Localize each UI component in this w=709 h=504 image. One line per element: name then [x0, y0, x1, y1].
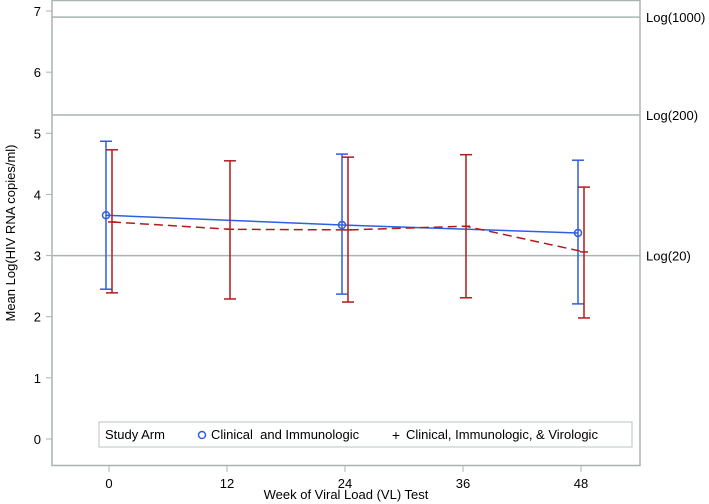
- y-tick-label: 4: [34, 187, 41, 202]
- x-tick-label: 0: [105, 476, 112, 491]
- y-tick-label: 3: [34, 249, 41, 264]
- y-axis-label: Mean Log(HIV RNA copies/ml): [3, 144, 18, 321]
- y-tick-label: 5: [34, 126, 41, 141]
- reference-line-label: Log(1000): [646, 10, 705, 25]
- x-axis-label: Week of Viral Load (VL) Test: [264, 487, 429, 502]
- legend-label-series-1: Clinical and Immunologic: [211, 427, 360, 442]
- legend-label-series-2: Clinical, Immunologic, & Virologic: [406, 427, 598, 442]
- y-tick-label: 2: [34, 310, 41, 325]
- data-point-circle: [101, 210, 111, 220]
- data-point-circle: [337, 220, 347, 230]
- y-axis: 0 1 2 3 4 5 6 7: [34, 4, 52, 447]
- series-line-2: [111, 221, 585, 253]
- series-group: [100, 140, 590, 319]
- x-tick-label: 48: [574, 476, 588, 491]
- reference-line-label: Log(20): [646, 249, 691, 264]
- x-tick-label: 36: [456, 476, 470, 491]
- plot-frame: [51, 0, 641, 467]
- y-tick-label: 7: [34, 4, 41, 19]
- data-point-circle: [573, 228, 583, 238]
- legend: Study Arm Clinical and Immunologic + Cli…: [98, 421, 633, 448]
- y-tick-label: 1: [34, 371, 41, 386]
- legend-marker-circle: [197, 430, 207, 440]
- y-tick-label: 6: [34, 65, 41, 80]
- x-axis: 0 12 24 36 48: [105, 466, 588, 491]
- legend-marker-plus: +: [392, 427, 400, 443]
- x-tick-label: 24: [338, 476, 352, 491]
- reference-line-label: Log(200): [646, 108, 698, 123]
- reference-lines: Log(20) Log(200) Log(1000): [52, 10, 705, 264]
- legend-box: [98, 421, 633, 448]
- legend-title: Study Arm: [105, 427, 165, 442]
- x-tick-label: 12: [220, 476, 234, 491]
- y-tick-label: 0: [34, 432, 41, 447]
